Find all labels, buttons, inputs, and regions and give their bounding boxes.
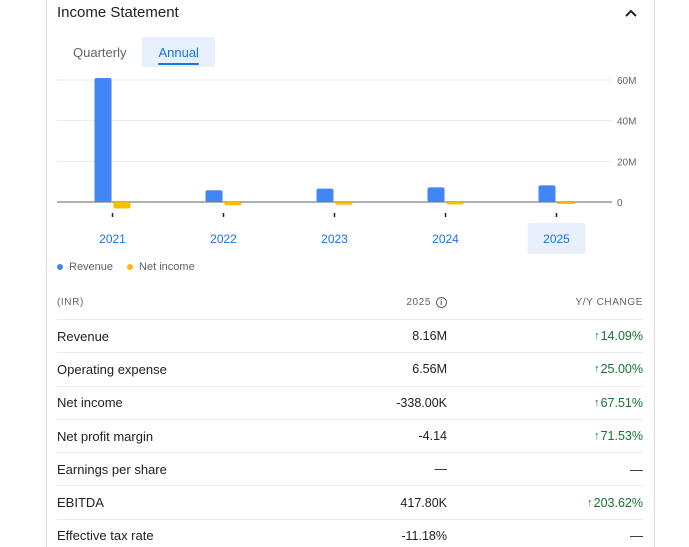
row-label: Net profit margin [57, 428, 154, 444]
legend-net-income-label: Net income [139, 261, 195, 273]
row-change-text: 67.51% [600, 395, 643, 410]
period-tabs: Quarterly Annual [57, 37, 215, 67]
tab-quarterly[interactable]: Quarterly [73, 44, 127, 60]
income-statement-card [46, 0, 655, 547]
x-tick-label[interactable]: 2025 [543, 232, 570, 246]
arrow-up-icon: ↑ [594, 363, 600, 376]
info-icon[interactable]: i [436, 297, 447, 308]
row-value: -4.14 [418, 429, 448, 444]
row-change: — [447, 528, 643, 543]
row-label: Effective tax rate [57, 528, 154, 544]
net-income-bar [113, 202, 131, 209]
arrow-up-icon: ↑ [594, 430, 600, 443]
tab-annual[interactable]: Annual [142, 37, 215, 67]
x-tick-label[interactable]: 2021 [99, 232, 126, 246]
x-tick-label[interactable]: 2024 [432, 232, 459, 246]
row-change-text: 14.09% [600, 329, 643, 344]
revenue-bar [94, 77, 112, 202]
y-tick-label: 60M [617, 76, 636, 87]
table-row: Effective tax rate -11.18% — [57, 520, 643, 547]
revenue-bar [316, 188, 334, 202]
table-header: (INR) 2025 i Y/Y CHANGE [57, 286, 643, 320]
chevron-up-icon [625, 9, 637, 17]
row-value: -11.18% [401, 528, 447, 543]
row-label: Earnings per share [57, 461, 167, 477]
net-income-dot-icon [127, 264, 134, 270]
table-row: Net income -338.00K ↑ 67.51% [57, 387, 643, 420]
table-row: EBITDA 417.80K ↑ 203.62% [57, 486, 643, 520]
card-title: Income Statement [57, 4, 179, 21]
row-label: EBITDA [57, 495, 104, 511]
legend-revenue-label: Revenue [69, 261, 114, 273]
net-income-bar [557, 202, 575, 204]
row-change-text: — [630, 528, 643, 544]
year-header-label: 2025 [406, 297, 431, 308]
table-row: Operating expense 6.56M ↑ 25.00% [57, 353, 643, 387]
row-change-text: 71.53% [600, 429, 643, 444]
income-chart: 60M 40M 20M 0 2021 2022 2023 2024 2025 [57, 76, 636, 254]
row-change: ↑ 67.51% [447, 396, 643, 410]
revenue-bar [427, 187, 445, 202]
row-change-text: 203.62% [593, 495, 643, 510]
legend-net-income: Net income [127, 261, 195, 273]
row-label: Net income [57, 395, 123, 411]
y-tick-label: 40M [617, 117, 636, 128]
net-income-bar [446, 202, 464, 205]
row-label: Revenue [57, 328, 110, 344]
revenue-bar [205, 190, 223, 202]
net-income-bar [335, 202, 353, 205]
x-tick-label[interactable]: 2022 [210, 232, 237, 246]
row-change-text: 25.00% [600, 362, 643, 377]
income-table: (INR) 2025 i Y/Y CHANGE Revenue 8.16M ↑ 14.… [57, 286, 643, 547]
row-change: ↑ 14.09% [447, 329, 643, 343]
table-body: Revenue 8.16M ↑ 14.09% Operating expense 6.56… [57, 320, 643, 547]
row-value: 8.16M [412, 329, 447, 344]
net-income-bar [224, 202, 242, 206]
year-header: 2025 i [317, 297, 447, 308]
chart-legend: Revenue Net income [57, 261, 195, 273]
arrow-up-icon: ↑ [587, 496, 593, 509]
unit-header: (INR) [57, 297, 84, 308]
row-change-text: — [630, 461, 643, 477]
selected-category-highlight [527, 223, 586, 254]
y-tick-label: 20M [617, 157, 636, 168]
collapse-button[interactable] [620, 4, 642, 22]
row-value: 417.80K [400, 495, 447, 510]
y-tick-label: 0 [617, 198, 623, 209]
arrow-up-icon: ↑ [594, 330, 600, 343]
row-value: 6.56M [412, 362, 447, 377]
row-change: ↑ 71.53% [447, 429, 643, 443]
revenue-bar [538, 185, 556, 202]
row-change: ↑ 25.00% [447, 362, 643, 376]
row-label: Operating expense [57, 361, 167, 377]
table-row: Revenue 8.16M ↑ 14.09% [57, 320, 643, 354]
arrow-up-icon: ↑ [594, 396, 600, 409]
revenue-dot-icon [57, 264, 63, 270]
table-row: Net profit margin -4.14 ↑ 71.53% [57, 420, 643, 454]
row-change: — [447, 462, 643, 477]
change-header: Y/Y CHANGE [575, 297, 643, 308]
row-value: — [434, 462, 448, 477]
row-change: ↑ 203.62% [447, 496, 643, 510]
legend-revenue: Revenue [57, 261, 113, 273]
table-row: Earnings per share — — [57, 453, 643, 487]
x-tick-label[interactable]: 2023 [321, 232, 348, 246]
row-value: -338.00K [396, 395, 447, 410]
